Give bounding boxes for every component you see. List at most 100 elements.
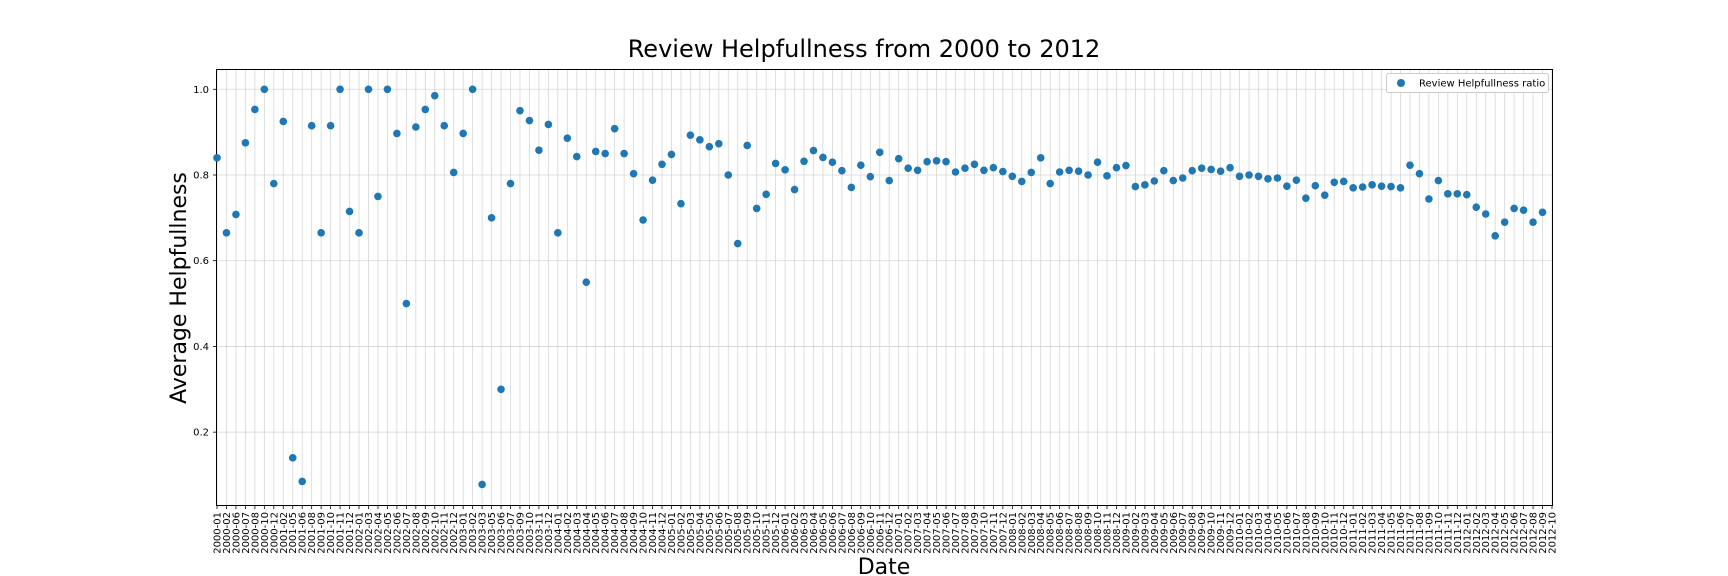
y-tick-label: 0.2 (193, 428, 209, 439)
data-point (762, 190, 770, 199)
data-point (800, 157, 808, 166)
x-tick-label: 2005-07 (724, 512, 735, 554)
x-tick-label: 2006-06 (828, 512, 839, 554)
data-point (1339, 177, 1348, 186)
x-tick-label: 2002-06 (392, 512, 403, 554)
x-tick-label: 2011-12 (1453, 512, 1464, 554)
x-tick-label: 2012-06 (1510, 512, 1521, 554)
data-point (771, 159, 780, 168)
data-point (1197, 164, 1206, 172)
y-tick-label: 1.0 (193, 85, 209, 96)
x-tick-label: 2011-04 (1377, 512, 1388, 554)
x-tick-label: 2009-04 (1150, 512, 1161, 554)
x-tick-label: 2012-02 (1472, 512, 1483, 554)
data-point (961, 164, 969, 172)
x-gridlines (216, 70, 1553, 505)
data-point (383, 85, 392, 94)
x-tick-label: 2003-06 (497, 512, 508, 554)
x-tick-label: 2008-12 (1112, 512, 1123, 554)
x-tick-label: 2010-09 (1311, 512, 1322, 554)
x-tick-label: 2011-11 (1443, 512, 1454, 554)
x-tick-label: 2012-08 (1529, 512, 1540, 554)
x-tick-label: 2011-08 (1415, 512, 1426, 554)
x-tick-label: 2010-04 (1263, 512, 1274, 554)
data-point (1160, 166, 1168, 175)
data-point (677, 199, 685, 208)
data-point (440, 121, 449, 130)
data-point (1046, 179, 1054, 188)
x-tick-label: 2012-10 (1548, 512, 1559, 554)
x-tick-label: 2005-03 (686, 512, 697, 554)
data-point (658, 160, 666, 169)
data-point (648, 176, 657, 184)
data-point (1169, 176, 1178, 185)
data-point (639, 216, 647, 224)
x-tick-label: 2009-03 (1140, 512, 1151, 554)
data-point (932, 157, 941, 165)
data-point (478, 480, 486, 489)
x-tick-label: 2006-12 (885, 512, 896, 554)
data-point (516, 106, 524, 115)
data-point (1311, 181, 1320, 190)
x-tick-label: 2004-11 (648, 512, 659, 554)
data-point (1320, 191, 1329, 199)
x-tick-label: 2003-11 (534, 512, 545, 554)
data-point (449, 168, 458, 177)
data-point (1368, 181, 1376, 189)
legend-marker (1397, 79, 1405, 87)
chart-title: Review Helpfullness from 2000 to 2012 (628, 35, 1101, 63)
data-point (1273, 174, 1282, 182)
x-tick-label: 2005-01 (667, 512, 678, 554)
data-point (1055, 168, 1064, 176)
x-tick-label: 2001-05 (288, 512, 299, 554)
data-point (980, 166, 988, 175)
data-point (696, 136, 704, 144)
x-tick-label: 2011-06 (1396, 512, 1407, 554)
x-tick-label: 2001-12 (345, 512, 356, 554)
y-axis-ticks: 0.2 0.4 0.6 0.8 1.0 (193, 85, 217, 439)
data-point (1491, 232, 1499, 240)
data-point (468, 85, 477, 94)
x-tick-label: 2012-04 (1491, 512, 1502, 554)
data-point (572, 152, 581, 161)
x-tick-label: 2006-02 (790, 512, 801, 554)
x-tick-label: 2002-12 (449, 512, 460, 554)
data-point (1434, 176, 1443, 185)
x-tick-label: 2001-08 (307, 512, 318, 554)
x-tick-label: 2012-09 (1538, 512, 1549, 554)
x-tick-label: 2002-01 (355, 512, 366, 554)
x-tick-label: 2007-11 (989, 512, 1000, 554)
data-point (497, 385, 505, 394)
x-tick-label: 2002-10 (430, 512, 441, 554)
x-tick-label: 2006-04 (809, 512, 820, 554)
data-point (942, 157, 950, 166)
data-point (222, 229, 231, 237)
x-tick-label: 2008-07 (1065, 512, 1076, 554)
data-point (1216, 167, 1225, 175)
data-point (1150, 177, 1159, 185)
data-point (241, 139, 250, 147)
x-tick-label: 2008-04 (1036, 512, 1047, 554)
data-point (345, 207, 354, 216)
data-point (1207, 165, 1215, 174)
data-point (1396, 184, 1405, 192)
data-point (1387, 182, 1395, 191)
y-axis-label: Average Helpfullness (167, 172, 192, 404)
data-point (781, 166, 789, 174)
data-point (715, 139, 723, 148)
data-point (989, 163, 998, 172)
x-tick-label: 2001-06 (298, 512, 309, 554)
x-tick-label: 2008-11 (1103, 512, 1114, 554)
x-tick-label: 2008-01 (1008, 512, 1019, 554)
data-point (563, 134, 572, 142)
x-tick-label: 2006-09 (856, 512, 867, 554)
data-point (1245, 171, 1253, 179)
data-point (1358, 183, 1367, 191)
data-points (213, 85, 1547, 489)
x-tick-label: 2010-02 (1245, 512, 1256, 554)
data-point (667, 150, 676, 159)
x-tick-label: 2004-05 (591, 512, 602, 554)
x-tick-label: 2003-05 (487, 512, 498, 554)
data-point (1462, 190, 1471, 199)
data-point (1131, 182, 1140, 191)
